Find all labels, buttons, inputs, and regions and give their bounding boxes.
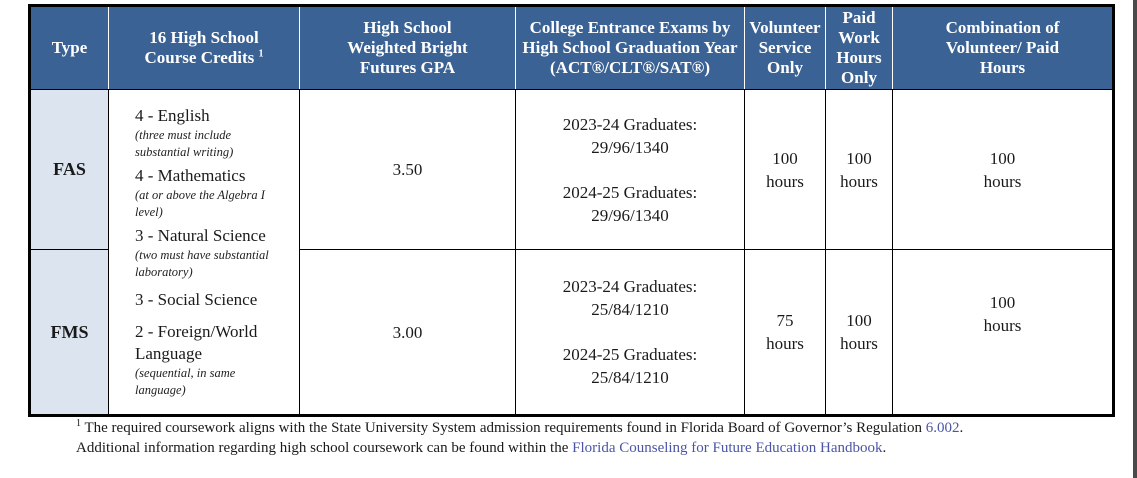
- header-paid-work: Paid Work Hours Only: [825, 5, 893, 90]
- header-type: Type: [29, 5, 109, 90]
- paid-hours-cell: 100 hours: [825, 89, 893, 250]
- type-cell: FMS: [29, 249, 109, 416]
- footnote-marker: 1: [76, 418, 81, 429]
- table-row-fas: FAS 4 - English (three must include subs…: [29, 89, 1114, 416]
- gpa-cell: 3.50: [299, 89, 516, 250]
- exam-2024-25: 2024-25 Graduates: 25/84/1210: [562, 345, 698, 387]
- header-gpa: High School Weighted Bright Futures GPA: [299, 5, 516, 90]
- bright-futures-requirements-table: Type 16 High School Course Credits 1 Hig…: [28, 4, 1115, 417]
- page-edge-bar: [1133, 0, 1137, 478]
- credit-foreign-language: 2 - Foreign/World Language (sequential, …: [135, 322, 258, 397]
- exam-2023-24: 2023-24 Graduates: 25/84/1210: [562, 277, 698, 319]
- type-cell: FAS: [29, 89, 109, 250]
- header-volunteer: Volunteer Service Only: [744, 5, 826, 90]
- regulation-link[interactable]: 6.002: [925, 420, 960, 436]
- paid-hours-cell: 100 hours: [825, 249, 893, 416]
- header-course-credits: 16 High School Course Credits 1: [108, 5, 300, 90]
- course-credits-cell: 4 - English (three must include substant…: [108, 89, 300, 416]
- gpa-cell: 3.00: [299, 249, 516, 416]
- exam-2023-24: 2023-24 Graduates: 29/96/1340: [562, 114, 698, 157]
- combination-hours-cell: 100 hours: [892, 249, 1114, 416]
- header-combination: Combination of Volunteer/ Paid Hours: [892, 5, 1114, 90]
- credit-mathematics: 4 - Mathematics (at or above the Algebra…: [135, 166, 265, 219]
- exams-cell: 2023-24 Graduates: 25/84/1210 2024-25 Gr…: [515, 249, 745, 416]
- table-row-fms: FMS 3.00 2023-24 Graduates: 25/84/1210 2…: [29, 249, 1114, 416]
- volunteer-hours-cell: 75 hours: [744, 249, 826, 416]
- combination-hours-cell: 100 hours: [892, 89, 1114, 250]
- exams-cell: 2023-24 Graduates: 29/96/1340 2024-25 Gr…: [515, 89, 745, 250]
- volunteer-hours-cell: 100 hours: [744, 89, 826, 250]
- exam-2024-25: 2024-25 Graduates: 29/96/1340: [562, 182, 698, 225]
- footnote-ref: 1: [258, 48, 264, 60]
- credit-english: 4 - English (three must include substant…: [135, 106, 234, 159]
- header-row: Type 16 High School Course Credits 1 Hig…: [29, 5, 1114, 90]
- handbook-link[interactable]: Florida Counseling for Future Education …: [572, 440, 883, 456]
- credit-social-science: 3 - Social Science: [135, 290, 258, 309]
- footnote: 1 The required coursework aligns with th…: [76, 418, 964, 457]
- header-exams: College Entrance Exams by High School Gr…: [515, 5, 745, 90]
- credit-natural-science: 3 - Natural Science (two must have subst…: [135, 226, 269, 279]
